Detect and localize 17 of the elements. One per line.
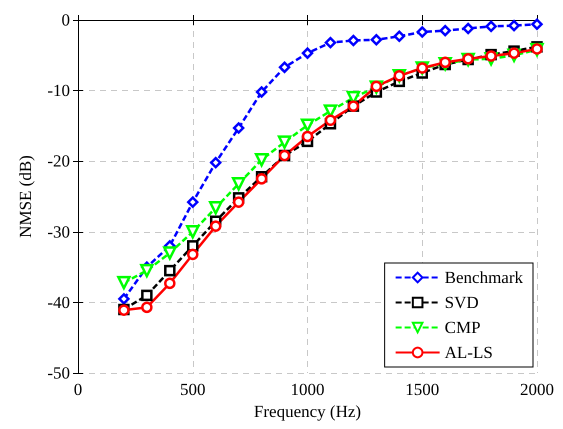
x-axis-title: Frequency (Hz)	[254, 402, 362, 421]
legend-label: CMP	[444, 318, 481, 337]
y-tick-label: -10	[47, 81, 70, 100]
x-tick-label: 1500	[405, 380, 440, 399]
legend-label: Benchmark	[444, 268, 524, 287]
y-tick-label: -50	[47, 364, 70, 382]
x-tick-label: 500	[180, 380, 206, 399]
x-tick-label: 1000	[290, 380, 324, 399]
x-tick-label: 0	[74, 380, 82, 399]
y-tick-label: -40	[47, 292, 70, 312]
x-tick-label: 2000	[520, 380, 554, 399]
legend-label: SVD	[444, 293, 479, 312]
y-tick-label: -20	[47, 152, 70, 171]
legend-label: AL-LS	[444, 343, 493, 362]
y-axis-title: NMSE (dB)	[16, 155, 35, 238]
y-tick-label: 0	[62, 10, 70, 30]
y-tick-label: -30	[47, 222, 70, 242]
